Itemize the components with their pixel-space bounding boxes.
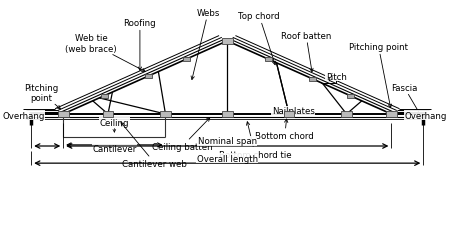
Text: Nailplates: Nailplates xyxy=(272,107,315,116)
Bar xyxy=(222,39,233,44)
Bar xyxy=(309,78,316,81)
Bar xyxy=(101,95,108,98)
Text: Pitching point: Pitching point xyxy=(349,43,408,108)
Text: Bottom chord: Bottom chord xyxy=(256,120,314,141)
Text: Top chord: Top chord xyxy=(238,12,280,65)
Text: Cantilever web: Cantilever web xyxy=(121,123,187,168)
Bar xyxy=(386,112,396,117)
Bar xyxy=(284,112,294,117)
Bar xyxy=(160,112,171,117)
Text: Bottom chord tie: Bottom chord tie xyxy=(219,122,291,159)
Text: Web tie
(web brace): Web tie (web brace) xyxy=(65,34,145,72)
Bar xyxy=(183,58,189,62)
Text: Overall length: Overall length xyxy=(197,154,258,163)
Text: Roof batten: Roof batten xyxy=(281,32,331,72)
Text: Nominal span: Nominal span xyxy=(198,137,257,146)
Text: Webs: Webs xyxy=(191,9,220,80)
Bar xyxy=(145,75,152,79)
Bar xyxy=(341,112,352,117)
Bar xyxy=(58,112,68,117)
Bar xyxy=(103,112,113,117)
Text: Ceiling batten: Ceiling batten xyxy=(152,118,213,151)
Text: Fascia: Fascia xyxy=(391,83,421,117)
Text: Roofing: Roofing xyxy=(124,19,156,71)
Text: Cantilever: Cantilever xyxy=(92,145,136,154)
Bar xyxy=(265,58,272,62)
Text: Overhang: Overhang xyxy=(2,111,45,120)
Text: Pitch: Pitch xyxy=(326,72,347,82)
Bar xyxy=(222,112,233,117)
Text: Overhang: Overhang xyxy=(404,111,446,120)
Text: Ceiling: Ceiling xyxy=(99,118,129,127)
Bar xyxy=(347,95,354,98)
Text: Pitching
point: Pitching point xyxy=(24,83,60,109)
